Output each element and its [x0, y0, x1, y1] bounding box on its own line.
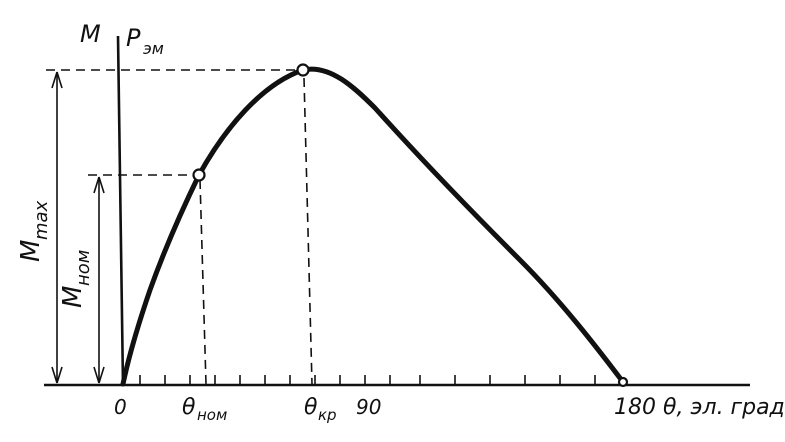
mnom-label: M ном: [58, 250, 94, 308]
mnom-dimension-line: [93, 176, 105, 384]
theta-nom-guide-vertical: [199, 179, 207, 385]
m-axis-label: M: [80, 20, 101, 48]
x-origin-label: 0: [114, 395, 127, 419]
mmax-label: M max: [16, 200, 52, 262]
torque-curve: [120, 66, 626, 387]
y-axis: [116, 35, 125, 387]
theta-kr-guide-vertical: [303, 77, 313, 385]
theta-kr-label: θ: [304, 395, 318, 420]
svg-text:ном: ном: [73, 250, 94, 286]
theta-nom-subscript: ном: [197, 406, 227, 424]
critical-point-marker: [296, 63, 310, 77]
x-axis-end-label: 180 θ, эл. град: [614, 395, 785, 420]
theta-nom-label: θ: [182, 395, 196, 420]
nominal-point-marker: [192, 168, 206, 182]
x-axis-ticks: [139, 375, 596, 385]
svg-text:M: M: [58, 286, 88, 308]
p-axis-label: P: [126, 24, 141, 52]
svg-text:M: M: [16, 240, 46, 262]
x-ninety-label: 90: [356, 395, 381, 419]
svg-text:max: max: [31, 200, 52, 240]
mmax-dimension-line: [51, 71, 63, 384]
end-point-marker: [617, 376, 629, 388]
p-axis-subscript: эм: [143, 39, 164, 58]
theta-kr-subscript: кр: [318, 406, 337, 424]
